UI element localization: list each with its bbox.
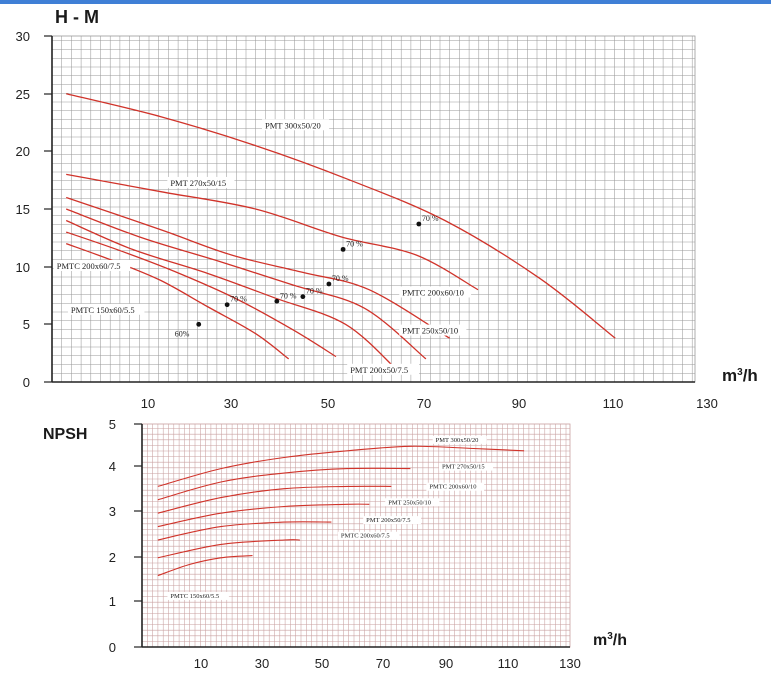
hm-x-tick-label: 110 [603,396,624,411]
npsh-curve-label-bg [363,516,421,525]
npsh-curve-label-bg [426,482,485,491]
hm-y-tick-label: 25 [16,87,30,102]
hm-curve-label-7: PMTC 150x60/5.5 [71,305,135,315]
npsh-curve-label-7: PMTC 150x60/5.5 [170,593,219,600]
hm-curve-2 [66,173,479,291]
hm-curve-6 [65,231,337,358]
hm-efficiency-point-3 [326,281,332,287]
hm-efficiency-label-6: 70 % [230,295,247,304]
npsh-x-axis-label: m3/h [593,631,627,649]
hm-efficiency-label-7: 60% [175,329,190,338]
npsh-curve-7 [157,555,253,577]
npsh-curve-3 [157,485,392,514]
hm-curve-label-bg [399,324,467,336]
hm-curve-label-bg [167,176,235,188]
hm-curve-label-3: PMTC 200x60/10 [402,288,464,298]
npsh-x-tick-label: 70 [376,656,390,671]
hm-y-tick-label: 15 [16,202,30,217]
hm-efficiency-label-5: 70 % [280,291,297,300]
hm-curve-label-2: PMT 270x50/15 [170,178,226,188]
hm-y-tick-label: 5 [23,317,30,332]
npsh-curve-6 [157,539,300,559]
hm-y-tick-label: 30 [16,29,30,44]
hm-curve-7 [65,242,290,360]
hm-efficiency-label-1: 70 % [422,214,439,223]
hm-curve-label-4: PMT 250x50/10 [402,326,458,336]
hm-curve-label-bg [53,259,131,271]
hm-grid [51,36,695,383]
npsh-curve-label-bg [432,435,487,444]
hm-y-tick-label: 10 [16,260,30,275]
hm-x-tick-label: 90 [512,396,526,411]
hm-efficiency-point-2 [340,246,346,252]
hm-curve-3 [65,196,450,339]
npsh-y-tick-label: 3 [109,504,116,519]
hm-x-tick-label: 130 [696,396,718,411]
npsh-curve-label-bg [385,498,440,507]
hm-chart-title: H - M [55,7,99,27]
npsh-curve-label-1: PMT 300x50/20 [436,437,479,444]
npsh-x-tick-label: 90 [439,656,453,671]
hm-efficiency-label-3: 70 % [332,274,349,283]
npsh-curve-label-bg [337,531,400,540]
hm-efficiency-point-4 [300,294,306,300]
hm-curve-4 [65,208,427,360]
hm-curve-1 [66,93,616,339]
npsh-x-tick-label: 50 [315,656,329,671]
hm-x-tick-label: 50 [321,396,335,411]
npsh-curve-label-bg [167,591,229,600]
npsh-curve-label-3: PMTC 200x60/10 [429,484,476,491]
hm-x-tick-label: 70 [417,396,431,411]
npsh-curve-label-bg [438,462,494,471]
npsh-curve-2 [157,467,411,501]
hm-efficiency-label-2: 70 % [346,239,363,248]
npsh-y-tick-label: 2 [109,550,116,565]
hm-efficiency-point-5 [274,298,280,304]
npsh-curve-label-4: PMT 250x50/10 [388,499,431,506]
hm-curve-label-1: PMT 300x50/20 [265,120,321,130]
npsh-y-tick-label: 4 [109,459,116,474]
hm-curve-label-6: PMTC 200x60/7.5 [57,261,121,271]
npsh-x-tick-label: 110 [498,656,519,671]
hm-efficiency-point-1 [416,221,422,227]
hm-curve-label-bg [347,363,419,375]
hm-x-tick-label: 10 [141,396,155,411]
npsh-y-tick-label: 1 [109,594,116,609]
npsh-curve-label-2: PMT 270x50/15 [442,464,485,471]
hm-efficiency-point-6 [224,302,230,308]
npsh-curve-5 [157,521,332,541]
npsh-curve-4 [157,503,370,528]
hm-efficiency-point-7 [196,321,202,327]
hm-x-axis-label: m3/h [722,366,758,385]
npsh-curve-label-6: PMTC 200x60/7.5 [341,533,390,540]
hm-y-tick-label: 0 [23,375,30,390]
npsh-x-tick-label: 130 [559,656,581,671]
npsh-y-tick-label: 0 [109,640,116,655]
hm-curve-label-5: PMT 200x50/7.5 [350,365,408,375]
hm-y-tick-label: 20 [16,144,30,159]
npsh-x-tick-label: 10 [194,656,208,671]
hm-chart: 0 5 10 15 20 25 30 10 30 50 70 90 110 130 H - M m3/h PMT… [16,7,758,411]
hm-x-tick-label: 30 [224,396,238,411]
npsh-chart: 0 1 2 3 4 5 10 30 50 70 90 110 130 NPSH m3/h PMT 300x50… [43,417,627,671]
hm-curve-5 [65,219,398,371]
npsh-curve-label-5: PMT 200x50/7.5 [366,517,410,524]
npsh-x-tick-label: 30 [255,656,269,671]
npsh-chart-title: NPSH [43,426,87,443]
hm-curve-label-bg [262,119,330,131]
top-border-line [0,0,771,4]
hm-efficiency-label-4: 70 % [306,287,323,296]
hm-curve-label-bg [67,303,145,315]
npsh-curve-1 [157,445,525,487]
hm-plot-frame [51,35,696,383]
npsh-y-tick-label: 5 [109,417,116,432]
hm-curve-label-bg [399,286,472,298]
